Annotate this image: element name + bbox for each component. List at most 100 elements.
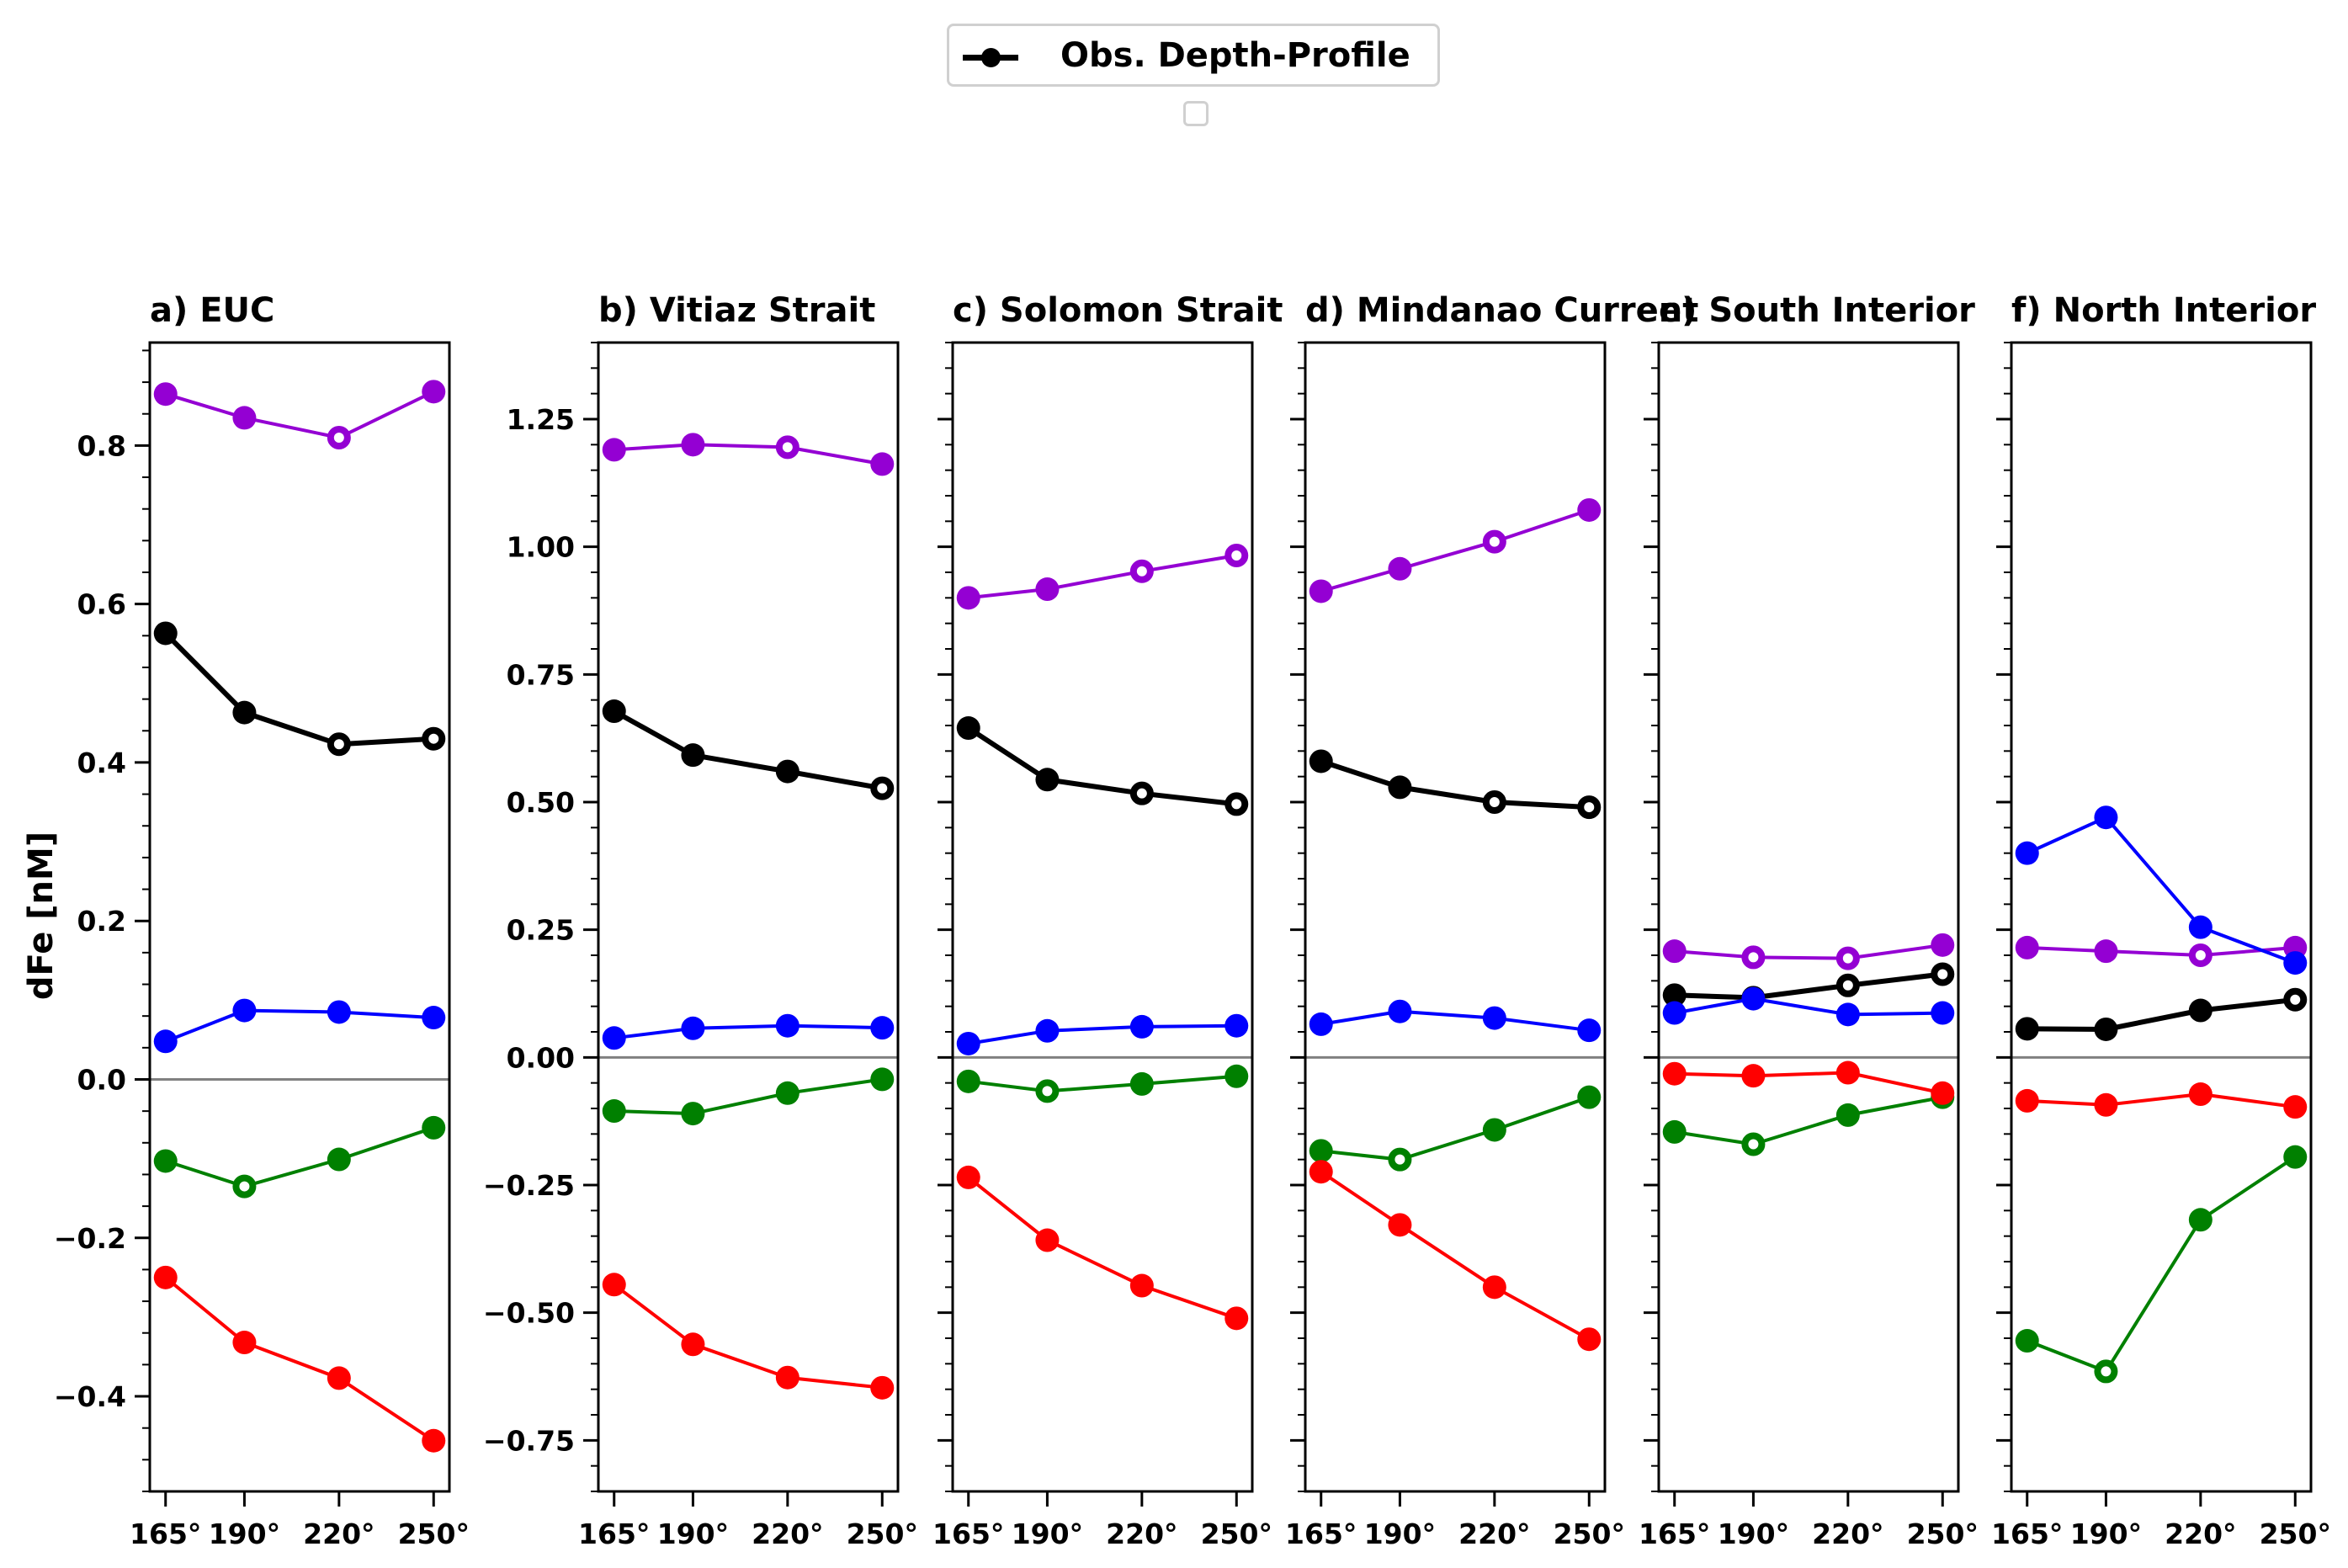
data-point-red [1035, 1228, 1060, 1252]
data-point-red [232, 1331, 257, 1355]
data-point-green [956, 1069, 980, 1093]
data-point-green [327, 1147, 351, 1172]
data-point-red [2283, 1095, 2308, 1119]
data-point-black [1309, 749, 1333, 773]
data-point-black [1931, 962, 1955, 986]
series-line-red [1320, 1170, 1591, 1341]
data-point-green [1741, 1132, 1766, 1156]
data-point-blue [1835, 1002, 1860, 1027]
data-point-blue [775, 1013, 799, 1038]
data-point-blue [956, 1031, 980, 1055]
data-point-red [681, 1332, 705, 1357]
data-point-blue [2283, 951, 2308, 975]
data-point-red [956, 1165, 980, 1189]
data-point-green [602, 1099, 626, 1124]
data-point-green [1577, 1085, 1602, 1109]
data-point-magenta [2015, 935, 2039, 959]
y-tick-label: −0.25 [483, 1169, 575, 1202]
x-tick-label: 165° [130, 1518, 201, 1550]
data-point-red [2188, 1082, 2213, 1107]
y-tick-label: 0.4 [77, 747, 126, 779]
plot-frame [597, 341, 900, 1493]
data-point-magenta [870, 452, 895, 476]
data-point-magenta [1482, 529, 1506, 554]
y-tick-label: 0.2 [77, 905, 126, 938]
data-point-blue [1662, 1001, 1687, 1025]
y-tick-label: 0.6 [77, 588, 126, 621]
data-point-magenta [232, 406, 257, 430]
data-point-blue [2094, 805, 2118, 830]
data-point-black [2188, 998, 2213, 1023]
series-line-magenta [2027, 945, 2296, 957]
data-point-red [1662, 1061, 1687, 1086]
series-line-blue [614, 1023, 883, 1040]
data-point-green [2094, 1359, 2118, 1384]
y-tick-label: 0.75 [507, 658, 575, 691]
data-point-black [956, 716, 980, 741]
data-point-magenta [2188, 943, 2213, 967]
y-tick-label: −0.50 [483, 1297, 575, 1330]
series-line-blue [2026, 816, 2297, 965]
data-point-magenta [1388, 556, 1412, 581]
data-point-black [602, 699, 626, 724]
data-point-red [1577, 1327, 1602, 1352]
data-point-black [2015, 1017, 2039, 1041]
y-tick-label: 0.25 [507, 914, 575, 947]
data-point-blue [1035, 1018, 1060, 1043]
x-tick-label: 220° [1458, 1518, 1530, 1550]
plot-frame [951, 341, 1254, 1493]
y-tick-label: −0.2 [54, 1222, 126, 1255]
data-point-magenta [422, 380, 446, 404]
data-point-blue [2188, 915, 2213, 939]
data-point-blue [681, 1016, 705, 1040]
x-tick-label: 165° [1991, 1518, 2063, 1550]
series-line-magenta [968, 554, 1237, 600]
x-tick-label: 165° [578, 1518, 650, 1550]
plot-frame [1657, 341, 1960, 1493]
data-point-green [232, 1174, 257, 1199]
data-point-black [1577, 795, 1602, 820]
data-point-magenta [1835, 946, 1860, 970]
data-point-black [327, 732, 351, 757]
panel-1: −0.4 −0.2 0.0 0.2 0.4 0.6 0.8 165° 190° 220° 250° a… [54, 291, 470, 1550]
data-point-black [2283, 987, 2308, 1012]
series-line-black [1320, 758, 1590, 811]
data-point-magenta [1129, 559, 1154, 583]
data-point-red [1482, 1275, 1506, 1300]
x-tick-label: 250° [1554, 1518, 1625, 1550]
panel-5: 165° 190° 220° 250° e) South Interior [1639, 291, 1979, 1550]
x-tick-label: 165° [1285, 1518, 1357, 1550]
data-point-black [1662, 983, 1687, 1007]
series-line-black [613, 709, 883, 791]
data-point-green [1224, 1064, 1249, 1088]
panel-4: 165° 190° 220° 250° d) Mindanao Current [1285, 291, 1698, 1550]
data-point-magenta [775, 435, 799, 460]
x-tick-label: 250° [1907, 1518, 1979, 1550]
y-tick-label: 0.8 [77, 429, 126, 462]
series-line-red [1674, 1071, 1943, 1095]
series-line-magenta [1320, 508, 1590, 593]
series-line-blue [1674, 997, 1943, 1017]
y-axis-label: dFe [nM] [22, 832, 61, 1000]
legend-marker-swatch [981, 48, 1001, 67]
series-line-green [1320, 1095, 1590, 1161]
x-tick-label: 250° [847, 1518, 918, 1550]
panel-3: 165° 190° 220° 250° c) Solomon Strait [932, 291, 1283, 1550]
series-line-blue [968, 1023, 1237, 1045]
data-point-black [1388, 775, 1412, 800]
series-line-green [165, 1126, 434, 1188]
panel-6: 165° 190° 220° 250° f) North Interior [1991, 291, 2331, 1550]
series-line-magenta [165, 390, 435, 439]
x-tick-label: 220° [2165, 1518, 2236, 1550]
data-point-green [422, 1115, 446, 1140]
data-point-black [870, 776, 895, 800]
series-line-black [2027, 997, 2296, 1032]
series-line-red [967, 1176, 1237, 1321]
data-point-blue [1388, 999, 1412, 1023]
data-point-green [870, 1067, 895, 1092]
x-tick-label: 220° [752, 1518, 823, 1550]
data-point-magenta [681, 433, 705, 457]
data-point-green [1388, 1147, 1412, 1172]
plot-frame [1304, 341, 1607, 1493]
